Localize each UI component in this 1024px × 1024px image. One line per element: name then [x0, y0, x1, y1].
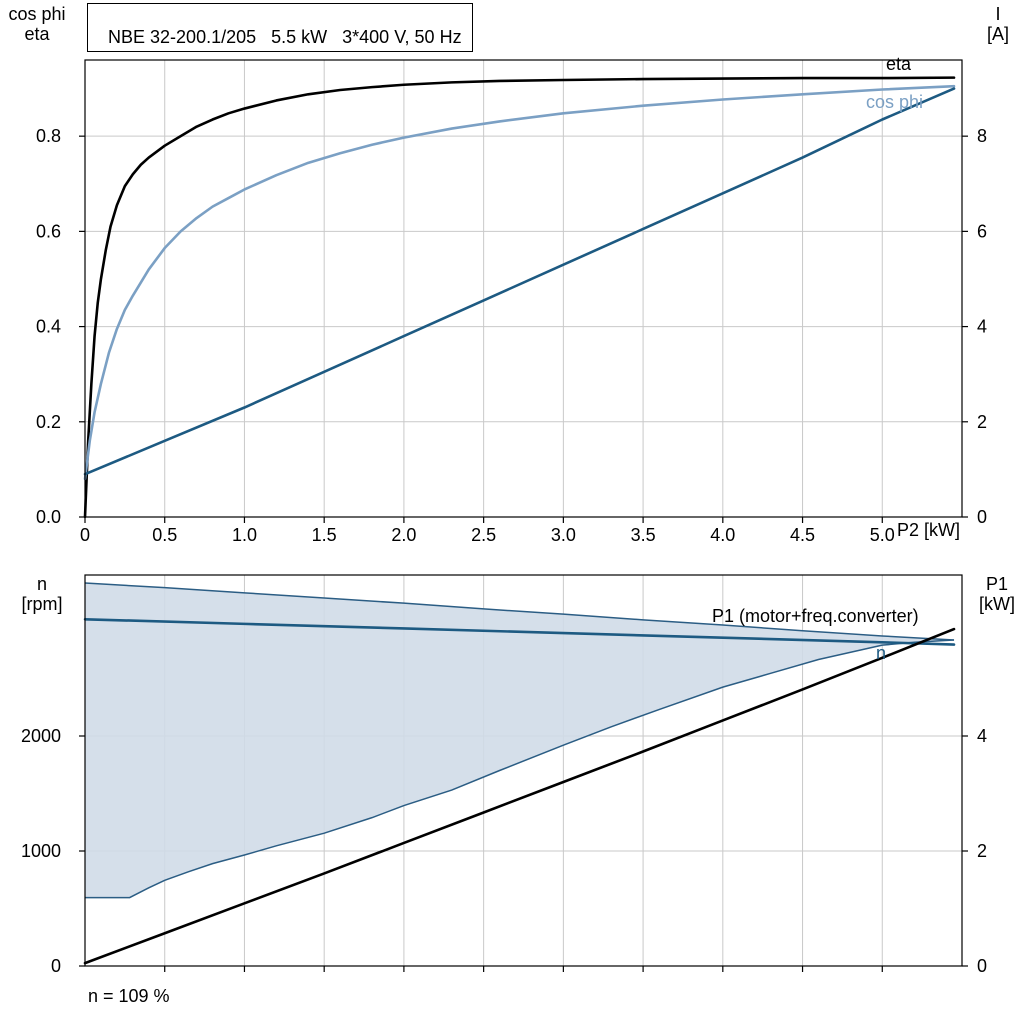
x-tick-label: 1.0 — [232, 525, 257, 545]
P1-curve — [83, 627, 956, 965]
x-tick-label: 3.5 — [631, 525, 656, 545]
y-left-tick-label: 0.8 — [36, 126, 61, 146]
eta-curve — [83, 76, 956, 519]
x-axis-title: P2 [kW] — [897, 520, 961, 540]
y-left-tick-label: 0.4 — [36, 317, 61, 337]
x-tick-label: 4.5 — [790, 525, 815, 545]
plot-frame — [84, 59, 963, 518]
chart-title: NBE 32-200.1/205 5.5 kW 3*400 V, 50 Hz — [108, 27, 462, 47]
y-left-tick-label: 1000 — [21, 841, 61, 861]
cos-phi-curve-label: cos phi — [866, 92, 924, 112]
top-chart-left-axis-title: cos phi eta — [2, 4, 72, 44]
n-curve — [83, 617, 956, 646]
cos-phi-curve — [83, 84, 956, 481]
y-right-tick-label: 0 — [977, 956, 987, 976]
bottom-chart-left-axis-title: n [rpm] — [10, 574, 74, 614]
p1-axis-title-line2: [kW] — [979, 594, 1015, 614]
y-left-tick-label: 0.6 — [36, 221, 61, 241]
x-tick-label: 3.0 — [551, 525, 576, 545]
y-right-tick-label: 4 — [977, 726, 987, 746]
y-left-tick-label: 2000 — [21, 726, 61, 746]
plot-frame — [84, 574, 963, 967]
bottom-chart-right-axis-title: P1 [kW] — [972, 574, 1022, 614]
speed-power-curves: 0 1000 2000 0 2 4 — [21, 574, 987, 976]
y-right-tick-label: 8 — [977, 126, 987, 146]
x-tick-label: 2.5 — [471, 525, 496, 545]
speed-operating-range-area — [85, 583, 955, 898]
speed-axis-title-line2: [rpm] — [21, 594, 63, 614]
p1-axis-title-line1: P1 — [985, 574, 1009, 594]
y-left-tick-label: 0.2 — [36, 412, 61, 432]
y-right-tick-label: 0 — [977, 507, 987, 527]
x-tick-label: 5.0 — [870, 525, 895, 545]
top-chart-right-axis-title: I [A] — [974, 4, 1022, 44]
speed-operating-range-upper-edge — [84, 582, 955, 641]
y-left-tick-label: 0.0 — [36, 507, 61, 527]
y-right-tick-label: 4 — [977, 317, 987, 337]
y-right-tick-label: 2 — [977, 841, 987, 861]
x-tick-label: 0.5 — [152, 525, 177, 545]
speed-operating-range-lower-edge — [85, 639, 955, 899]
motor-electrical-curves: 0.0 0.2 0.4 0.6 0.8 0 2 4 6 8 0 0.5 1.0 1.5 2.0 2.5 3.0 3… — [36, 59, 987, 545]
eta-curve-label: eta — [886, 54, 912, 74]
speed-axis-title-line1: n — [36, 574, 47, 594]
y-right-tick-label: 2 — [977, 412, 987, 432]
right-axis-title-line1: I — [995, 4, 1001, 24]
left-axis-title-line1: cos phi — [8, 4, 66, 24]
x-tick-label: 2.0 — [391, 525, 416, 545]
I-curve — [83, 87, 956, 476]
right-axis-title-line2: [A] — [986, 24, 1009, 44]
speed-percentage-note: n = 109 % — [88, 986, 170, 1006]
n-curve-label: n — [876, 643, 887, 663]
left-axis-title-line2: eta — [24, 24, 50, 44]
p1-curve-label: P1 (motor+freq.converter) — [712, 606, 919, 626]
x-tick-label: 0 — [80, 525, 90, 545]
x-tick-label: 1.5 — [312, 525, 337, 545]
y-right-tick-label: 6 — [977, 221, 987, 241]
chart-title-box: NBE 32-200.1/205 5.5 kW 3*400 V, 50 Hz — [87, 3, 473, 52]
y-left-tick-label: 0 — [51, 956, 61, 976]
x-tick-label: 4.0 — [710, 525, 735, 545]
